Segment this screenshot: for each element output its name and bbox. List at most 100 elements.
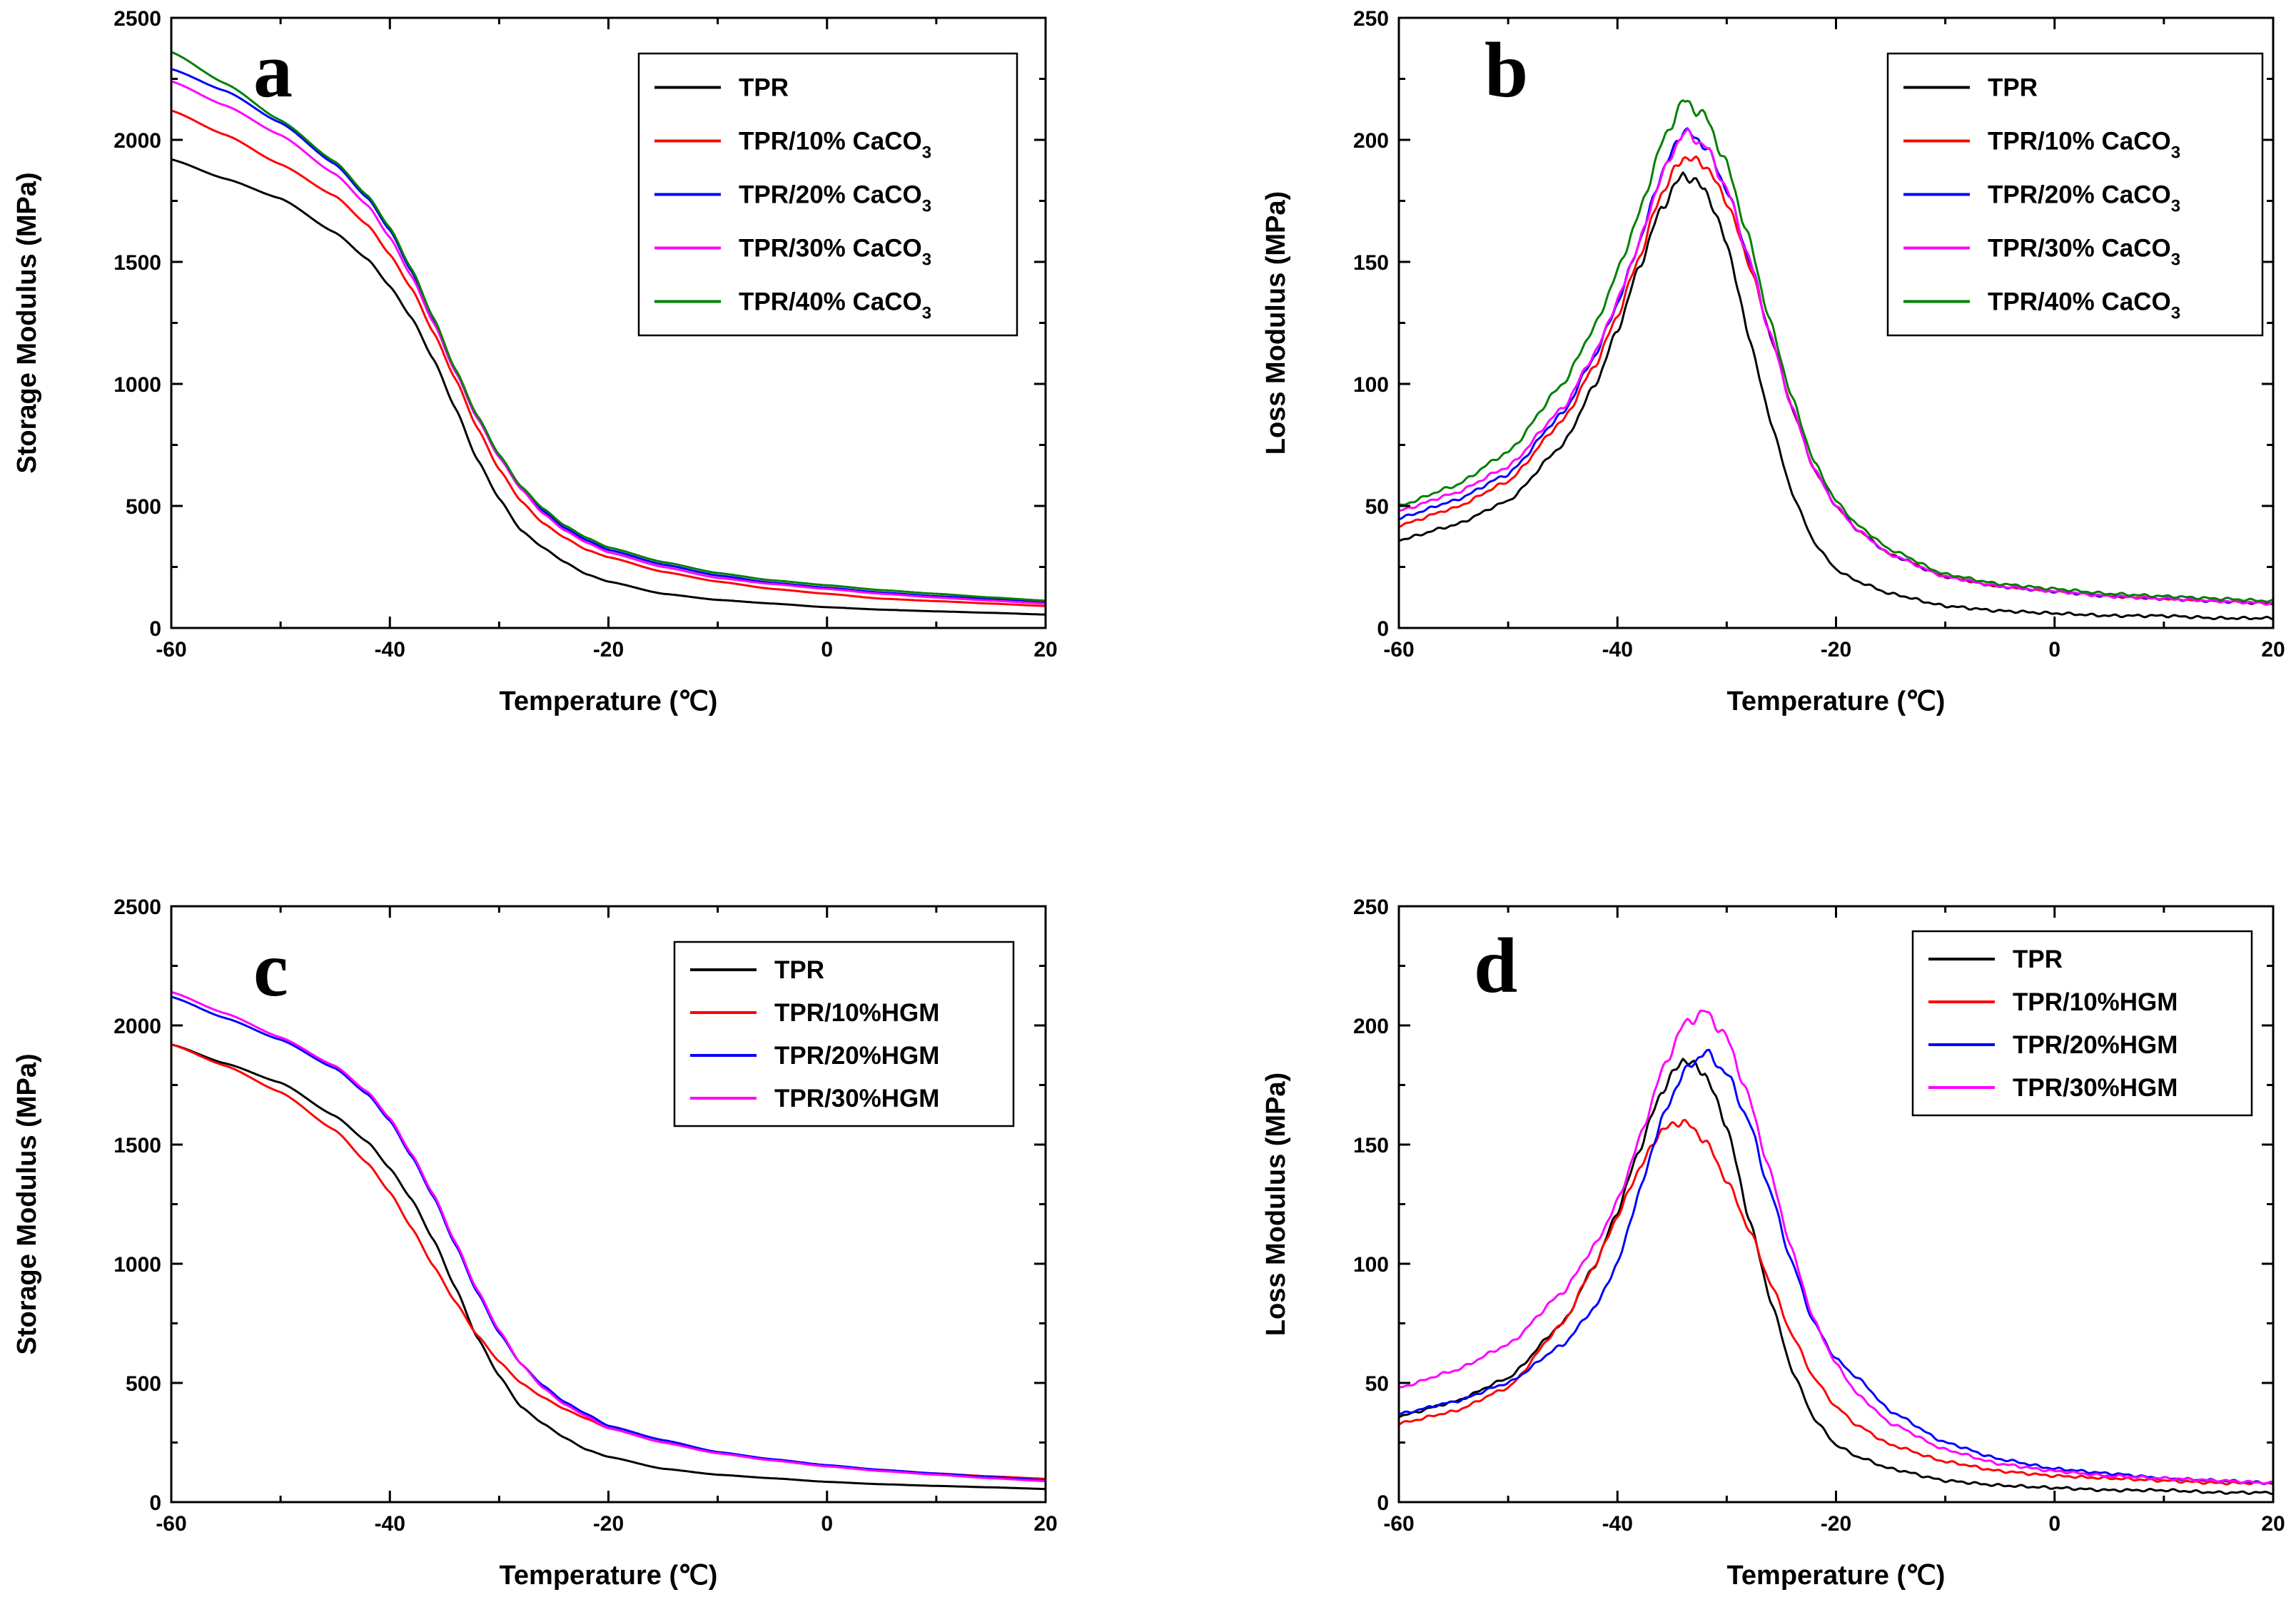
y-tick-label: 2000 bbox=[113, 129, 161, 153]
x-axis-title: Temperature (℃) bbox=[500, 1561, 718, 1591]
series-group bbox=[1399, 99, 2273, 621]
x-tick-label: 0 bbox=[2048, 1512, 2060, 1536]
y-tick-label: 250 bbox=[1353, 896, 1389, 919]
legend-subscript: 3 bbox=[2171, 250, 2180, 270]
legend-label: TPR/10%HGM bbox=[2013, 988, 2178, 1016]
legend-label: TPR/20%HGM bbox=[774, 1042, 939, 1070]
x-tick-label: 20 bbox=[2261, 638, 2285, 661]
y-tick-label: 200 bbox=[1353, 129, 1389, 153]
legend-subscript: 3 bbox=[2171, 143, 2180, 163]
panel-letter: b bbox=[1485, 26, 1528, 113]
y-tick-label: 2000 bbox=[113, 1015, 161, 1038]
x-tick-label: 20 bbox=[2261, 1512, 2285, 1536]
series-line-1 bbox=[1399, 171, 2273, 621]
x-tick-label: -40 bbox=[375, 1512, 405, 1536]
x-axis-title: Temperature (℃) bbox=[1727, 1561, 1946, 1591]
legend: TPR TPR/10%HGM TPR/20%HGM TPR/30%HGM bbox=[673, 941, 1015, 1127]
legend-label: TPR bbox=[2013, 946, 2063, 973]
y-tick-label: 500 bbox=[126, 495, 161, 519]
x-tick-label: -20 bbox=[593, 1512, 624, 1536]
series-group bbox=[171, 51, 1046, 616]
series-line-4 bbox=[1399, 1009, 2273, 1485]
y-tick-label: 0 bbox=[149, 617, 161, 641]
y-tick-label: 500 bbox=[126, 1372, 161, 1396]
y-tick-label: 0 bbox=[1377, 617, 1389, 641]
x-axis-title: Temperature (℃) bbox=[1727, 686, 1946, 716]
legend-box bbox=[673, 941, 1015, 1127]
legend-box bbox=[1911, 930, 2253, 1117]
y-axis-title: Storage Modulus (MPa) bbox=[12, 1053, 42, 1354]
y-tick-label: 100 bbox=[1353, 373, 1389, 397]
x-tick-label: 20 bbox=[1033, 1512, 1057, 1536]
series-line-4 bbox=[171, 80, 1046, 605]
y-tick-label: 150 bbox=[1353, 1134, 1389, 1157]
series-line-5 bbox=[1399, 99, 2273, 603]
y-tick-label: 100 bbox=[1353, 1253, 1389, 1277]
legend-label: TPR/30%HGM bbox=[774, 1085, 939, 1112]
series-line-2 bbox=[171, 109, 1046, 607]
legend-subscript: 3 bbox=[922, 250, 931, 270]
series-line-2 bbox=[1399, 1119, 2273, 1486]
legend-subscript: 3 bbox=[2171, 197, 2180, 216]
y-tick-label: 2500 bbox=[113, 7, 161, 31]
y-axis-title: Loss Modulus (MPa) bbox=[1261, 1073, 1291, 1336]
series-line-3 bbox=[171, 68, 1046, 603]
x-tick-label: -60 bbox=[156, 638, 186, 661]
legend-subscript: 3 bbox=[2171, 304, 2180, 323]
series-line-1 bbox=[171, 158, 1046, 616]
x-axis-title: Temperature (℃) bbox=[500, 686, 718, 716]
x-tick-label: -20 bbox=[1821, 1512, 1851, 1536]
y-tick-label: 200 bbox=[1353, 1015, 1389, 1038]
x-tick-label: -20 bbox=[593, 638, 624, 661]
y-tick-label: 1500 bbox=[113, 1134, 161, 1157]
x-tick-label: 0 bbox=[821, 638, 833, 661]
legend-label: TPR bbox=[1988, 74, 2038, 102]
x-tick-label: 0 bbox=[821, 1512, 833, 1536]
y-tick-label: 1000 bbox=[113, 1253, 161, 1277]
legend-label: TPR/20%HGM bbox=[2013, 1031, 2178, 1059]
legend-label: TPR/30%HGM bbox=[2013, 1074, 2178, 1102]
x-tick-label: -20 bbox=[1821, 638, 1851, 661]
y-tick-label: 0 bbox=[1377, 1491, 1389, 1515]
series-line-3 bbox=[171, 995, 1046, 1481]
panel-letter: c bbox=[253, 926, 288, 1013]
y-tick-label: 2500 bbox=[113, 896, 161, 919]
series-line-1 bbox=[1399, 1058, 2273, 1496]
series-line-4 bbox=[171, 990, 1046, 1483]
series-line-3 bbox=[1399, 1048, 2273, 1486]
series-group bbox=[171, 990, 1046, 1491]
series-group bbox=[1399, 1009, 2273, 1496]
y-tick-label: 1000 bbox=[113, 373, 161, 397]
y-tick-label: 50 bbox=[1365, 1372, 1389, 1396]
x-tick-label: 20 bbox=[1033, 638, 1057, 661]
series-line-4 bbox=[1399, 128, 2273, 606]
x-tick-label: -60 bbox=[156, 1512, 186, 1536]
legend-subscript: 3 bbox=[922, 143, 931, 163]
y-tick-label: 150 bbox=[1353, 251, 1389, 275]
x-tick-label: -60 bbox=[1383, 1512, 1414, 1536]
legend-label: TPR/10%HGM bbox=[774, 999, 939, 1027]
legend-subscript: 3 bbox=[922, 197, 931, 216]
y-tick-label: 1500 bbox=[113, 251, 161, 275]
legend-label: TPR bbox=[774, 956, 824, 984]
x-tick-label: -60 bbox=[1383, 638, 1414, 661]
x-tick-label: -40 bbox=[375, 638, 405, 661]
x-tick-label: 0 bbox=[2048, 638, 2060, 661]
legend: TPR TPR/10%HGM TPR/20%HGM TPR/30%HGM bbox=[1911, 930, 2253, 1117]
x-tick-label: -40 bbox=[1602, 1512, 1633, 1536]
y-tick-label: 0 bbox=[149, 1491, 161, 1515]
panel-letter: a bbox=[253, 26, 293, 113]
series-line-5 bbox=[171, 51, 1046, 602]
panel-letter: d bbox=[1474, 922, 1517, 1009]
y-axis-title: Storage Modulus (MPa) bbox=[12, 172, 42, 473]
legend-label: TPR bbox=[739, 74, 789, 102]
chart-panel-c: -60 -40 -20 0 20 0 500 1000 1500 2000 2500 Temperat… bbox=[12, 896, 1058, 1591]
x-tick-label: -40 bbox=[1602, 638, 1633, 661]
y-tick-label: 50 bbox=[1365, 495, 1389, 519]
y-axis-title: Loss Modulus (MPa) bbox=[1261, 191, 1291, 455]
